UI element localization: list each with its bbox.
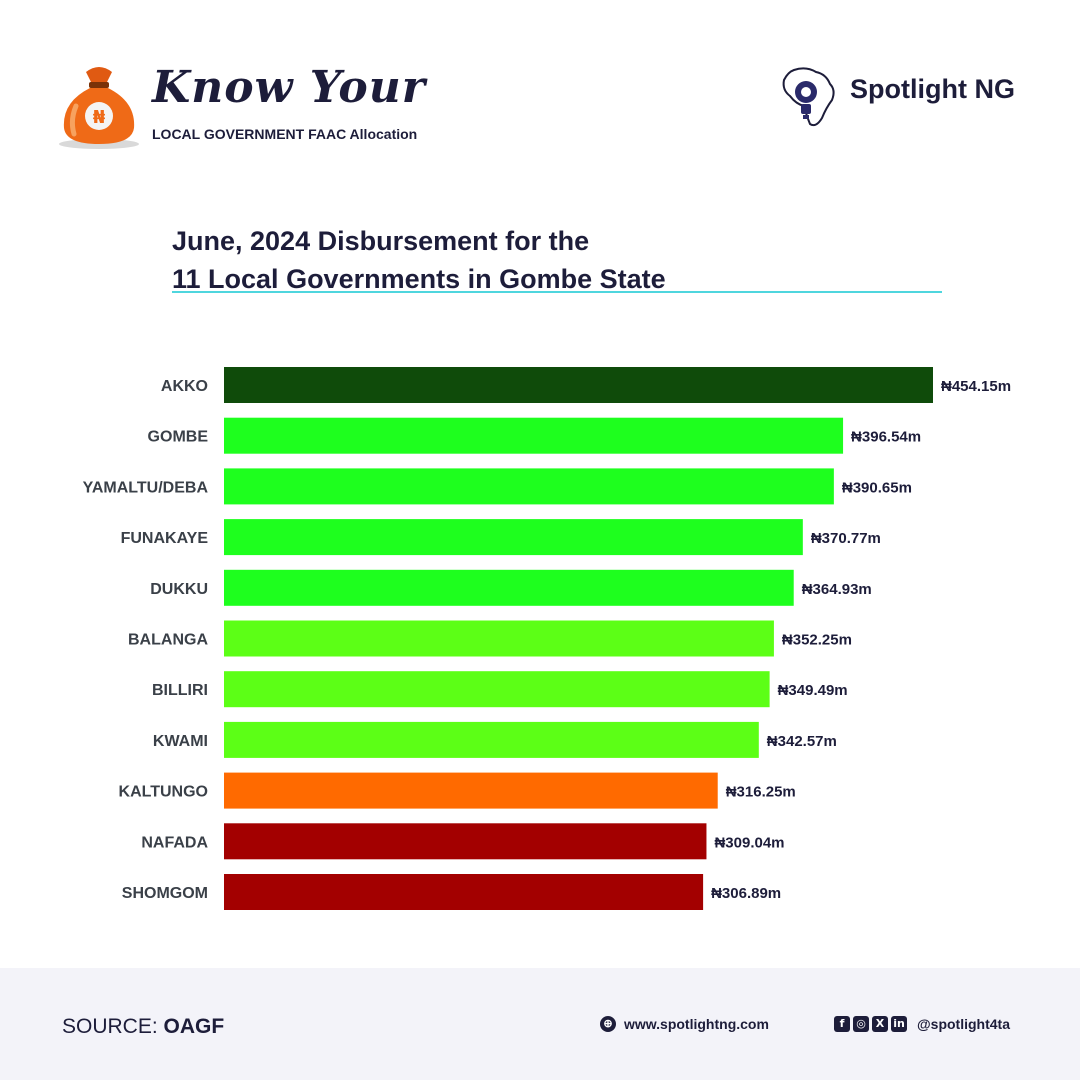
value-label-nafada: ₦309.04m: [714, 834, 784, 851]
bar-balanga: [224, 620, 774, 657]
category-label-yamaltu-deba: YAMALTU/DEBA: [83, 479, 209, 496]
brand-script-title: Know Your: [152, 62, 426, 113]
globe-icon: ⊕: [600, 1016, 616, 1032]
category-label-shomgom: SHOMGOM: [122, 885, 208, 902]
x-icon[interactable]: X: [872, 1016, 888, 1032]
bar-yamaltu-deba: [224, 468, 834, 505]
source-label: SOURCE:: [62, 1015, 158, 1038]
value-label-yamaltu-deba: ₦390.65m: [842, 479, 912, 496]
instagram-icon[interactable]: ◎: [853, 1016, 869, 1032]
chart-title-line1: June, 2024 Disbursement for the: [172, 226, 590, 256]
money-bag-naira-icon: ₦: [59, 67, 139, 149]
chart-title-line2: 11 Local Governments in Gombe State: [172, 264, 666, 294]
category-label-balanga: BALANGA: [128, 632, 208, 649]
social-links: f ◎ X in @spotlight4ta: [834, 1016, 1010, 1032]
source-line: SOURCE: OAGF: [62, 1015, 224, 1039]
value-label-gombe: ₦396.54m: [851, 429, 921, 446]
value-label-shomgom: ₦306.89m: [711, 885, 781, 902]
chart-title: June, 2024 Disbursement for the 11 Local…: [172, 222, 666, 298]
bar-shomgom: [224, 874, 704, 910]
facebook-icon[interactable]: f: [834, 1016, 850, 1032]
social-handle[interactable]: @spotlight4ta: [917, 1016, 1010, 1032]
brand-subtitle: LOCAL GOVERNMENT FAAC Allocation: [152, 126, 418, 142]
website-link[interactable]: ⊕ www.spotlightng.com: [600, 1016, 769, 1032]
category-label-kwami: KWAMI: [153, 733, 208, 750]
value-label-dukku: ₦364.93m: [802, 581, 872, 598]
header: ₦ Know Your LOCAL GOVERNMENT FAAC Alloca…: [0, 0, 1080, 170]
bar-gombe: [224, 417, 844, 454]
publisher-name: Spotlight NG: [850, 74, 1015, 104]
value-label-funakaye: ₦370.77m: [811, 530, 881, 547]
svg-text:₦: ₦: [93, 107, 106, 128]
bar-kaltungo: [224, 772, 718, 809]
bar-dukku: [224, 569, 794, 606]
title-underline: [172, 291, 942, 293]
bar-billiri: [224, 671, 770, 708]
bar-chart: AKKO ₦454.15m GOMBE ₦396.54m YAMALTU/DEBA ₦39…: [83, 367, 1011, 910]
value-label-akko: ₦454.15m: [941, 378, 1011, 395]
source-value: OAGF: [163, 1015, 225, 1038]
category-label-kaltungo: KALTUNGO: [119, 784, 208, 801]
value-label-kwami: ₦342.57m: [767, 733, 837, 750]
category-label-gombe: GOMBE: [148, 429, 209, 446]
category-label-akko: AKKO: [161, 378, 208, 395]
bar-akko: [224, 367, 933, 403]
website-url: www.spotlightng.com: [624, 1016, 769, 1032]
bar-kwami: [224, 721, 759, 758]
category-label-billiri: BILLIRI: [152, 682, 208, 699]
category-label-dukku: DUKKU: [150, 581, 208, 598]
value-label-billiri: ₦349.49m: [778, 682, 848, 699]
category-label-funakaye: FUNAKAYE: [121, 530, 209, 547]
value-label-balanga: ₦352.25m: [782, 632, 852, 649]
linkedin-icon[interactable]: in: [891, 1016, 907, 1032]
africa-bulb-gear-icon: [782, 67, 835, 127]
bar-funakaye: [224, 519, 803, 556]
bar-nafada: [224, 823, 707, 860]
category-label-nafada: NAFADA: [141, 834, 208, 851]
value-label-kaltungo: ₦316.25m: [726, 784, 796, 801]
